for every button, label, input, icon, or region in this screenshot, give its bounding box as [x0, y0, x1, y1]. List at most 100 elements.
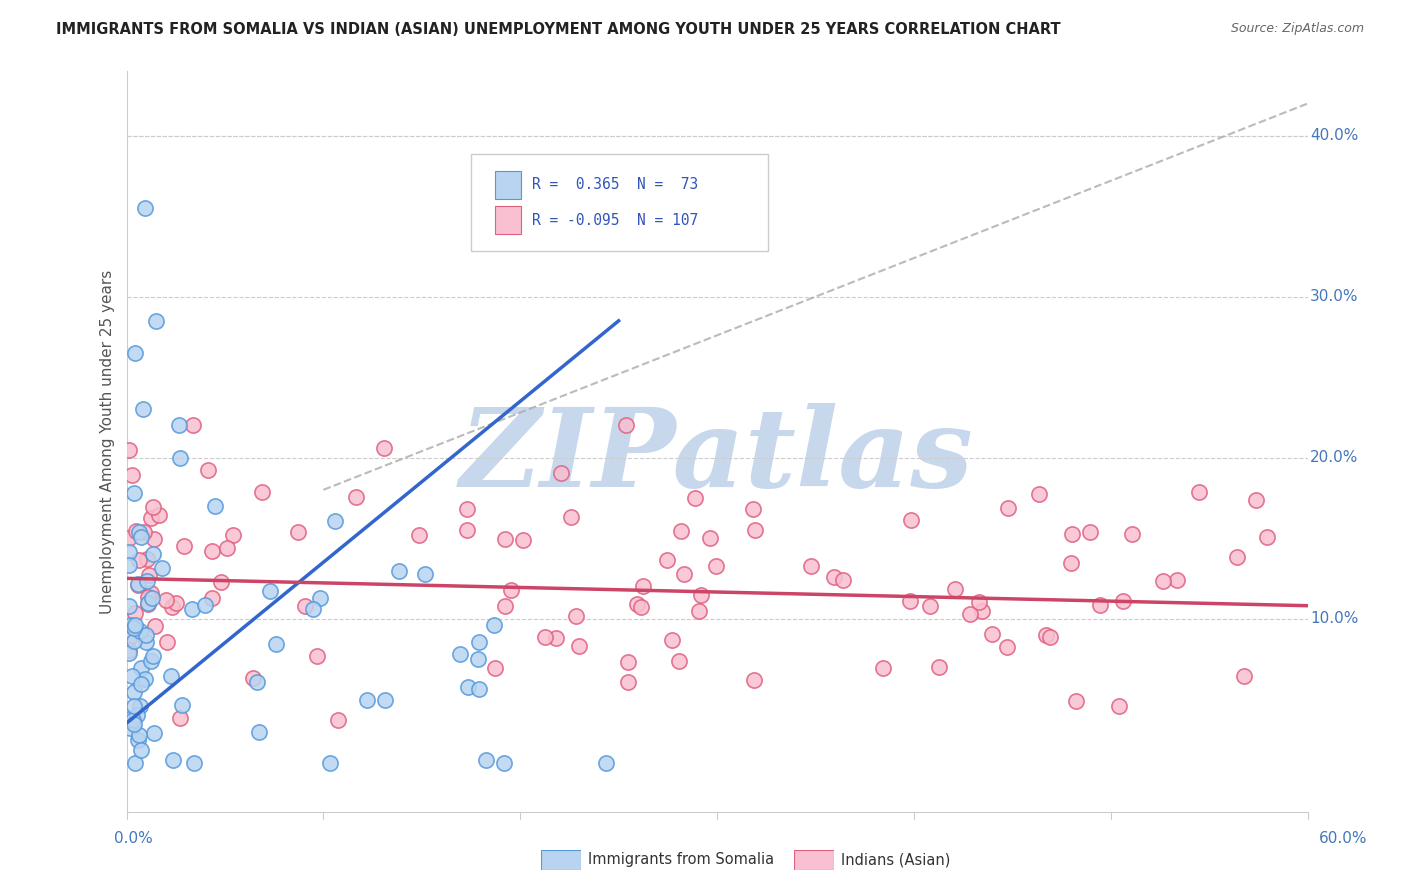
Point: [997, 501, 1019, 516]
Point: [683, 491, 706, 505]
Point: [565, 609, 588, 624]
Point: [672, 567, 695, 582]
Point: [136, 552, 159, 566]
Point: [118, 721, 141, 735]
Text: IMMIGRANTS FROM SOMALIA VS INDIAN (ASIAN) UNEMPLOYMENT AMONG YOUTH UNDER 25 YEAR: IMMIGRANTS FROM SOMALIA VS INDIAN (ASIAN…: [56, 22, 1062, 37]
Point: [1226, 550, 1249, 565]
Point: [1166, 573, 1188, 587]
Point: [661, 633, 683, 648]
Point: [142, 648, 165, 663]
Text: R = -0.095  N = 107: R = -0.095 N = 107: [531, 212, 697, 227]
Point: [127, 732, 149, 747]
Point: [323, 514, 346, 528]
Point: [688, 604, 710, 618]
Point: [617, 655, 640, 669]
Point: [150, 561, 173, 575]
Point: [162, 753, 184, 767]
Point: [898, 593, 921, 607]
Point: [595, 756, 617, 771]
Point: [823, 570, 845, 584]
Point: [169, 418, 191, 433]
Point: [307, 648, 329, 663]
Point: [356, 693, 378, 707]
Point: [1108, 698, 1130, 713]
Point: [741, 502, 763, 516]
Point: [136, 590, 159, 604]
Point: [374, 693, 396, 707]
Point: [534, 630, 557, 644]
Point: [546, 631, 568, 645]
Point: [117, 643, 139, 657]
Point: [704, 559, 727, 574]
Point: [142, 532, 165, 546]
Point: [246, 675, 269, 690]
Point: [156, 635, 179, 649]
Point: [456, 502, 478, 516]
Point: [143, 726, 166, 740]
Point: [287, 524, 309, 539]
Point: [1233, 669, 1256, 683]
Point: [302, 602, 325, 616]
Point: [129, 661, 152, 675]
Point: [125, 524, 148, 538]
Point: [344, 490, 367, 504]
Point: [143, 619, 166, 633]
Point: [215, 541, 238, 556]
Point: [204, 500, 226, 514]
Point: [614, 418, 637, 433]
Text: 30.0%: 30.0%: [1310, 289, 1358, 304]
Point: [742, 673, 765, 687]
Point: [128, 553, 150, 567]
Point: [122, 685, 145, 699]
Point: [124, 346, 146, 360]
Point: [1035, 628, 1057, 642]
Point: [173, 540, 195, 554]
Point: [1256, 530, 1278, 544]
Point: [138, 567, 160, 582]
Point: [631, 579, 654, 593]
FancyBboxPatch shape: [495, 206, 522, 235]
Point: [512, 533, 534, 547]
Point: [142, 500, 165, 515]
Point: [128, 524, 150, 539]
Point: [475, 753, 498, 767]
Point: [918, 599, 941, 614]
Point: [129, 624, 152, 638]
Text: R =  0.365  N =  73: R = 0.365 N = 73: [531, 178, 697, 192]
Point: [141, 511, 163, 525]
Point: [148, 508, 170, 522]
Text: 20.0%: 20.0%: [1310, 450, 1358, 465]
Point: [1088, 599, 1111, 613]
Point: [180, 602, 202, 616]
Point: [294, 599, 316, 613]
Text: Source: ZipAtlas.com: Source: ZipAtlas.com: [1230, 22, 1364, 36]
Point: [222, 528, 245, 542]
Point: [124, 617, 146, 632]
Point: [1060, 526, 1083, 541]
Point: [141, 591, 163, 606]
Point: [308, 591, 330, 605]
Point: [118, 442, 141, 457]
Point: [1112, 594, 1135, 608]
Point: [129, 743, 152, 757]
Text: 0.0%: 0.0%: [114, 831, 153, 846]
Point: [129, 699, 152, 714]
Point: [900, 513, 922, 527]
Point: [980, 626, 1002, 640]
Point: [1039, 630, 1062, 644]
Point: [494, 532, 516, 546]
FancyBboxPatch shape: [495, 170, 522, 199]
Point: [319, 756, 342, 771]
Point: [669, 524, 692, 539]
Point: [170, 698, 193, 713]
Point: [127, 707, 149, 722]
Point: [1152, 574, 1174, 588]
Point: [160, 599, 183, 614]
Point: [1078, 525, 1101, 540]
Point: [118, 631, 141, 645]
Point: [124, 756, 146, 771]
Point: [959, 607, 981, 622]
Point: [800, 558, 823, 573]
Point: [131, 677, 153, 691]
Point: [127, 578, 149, 592]
